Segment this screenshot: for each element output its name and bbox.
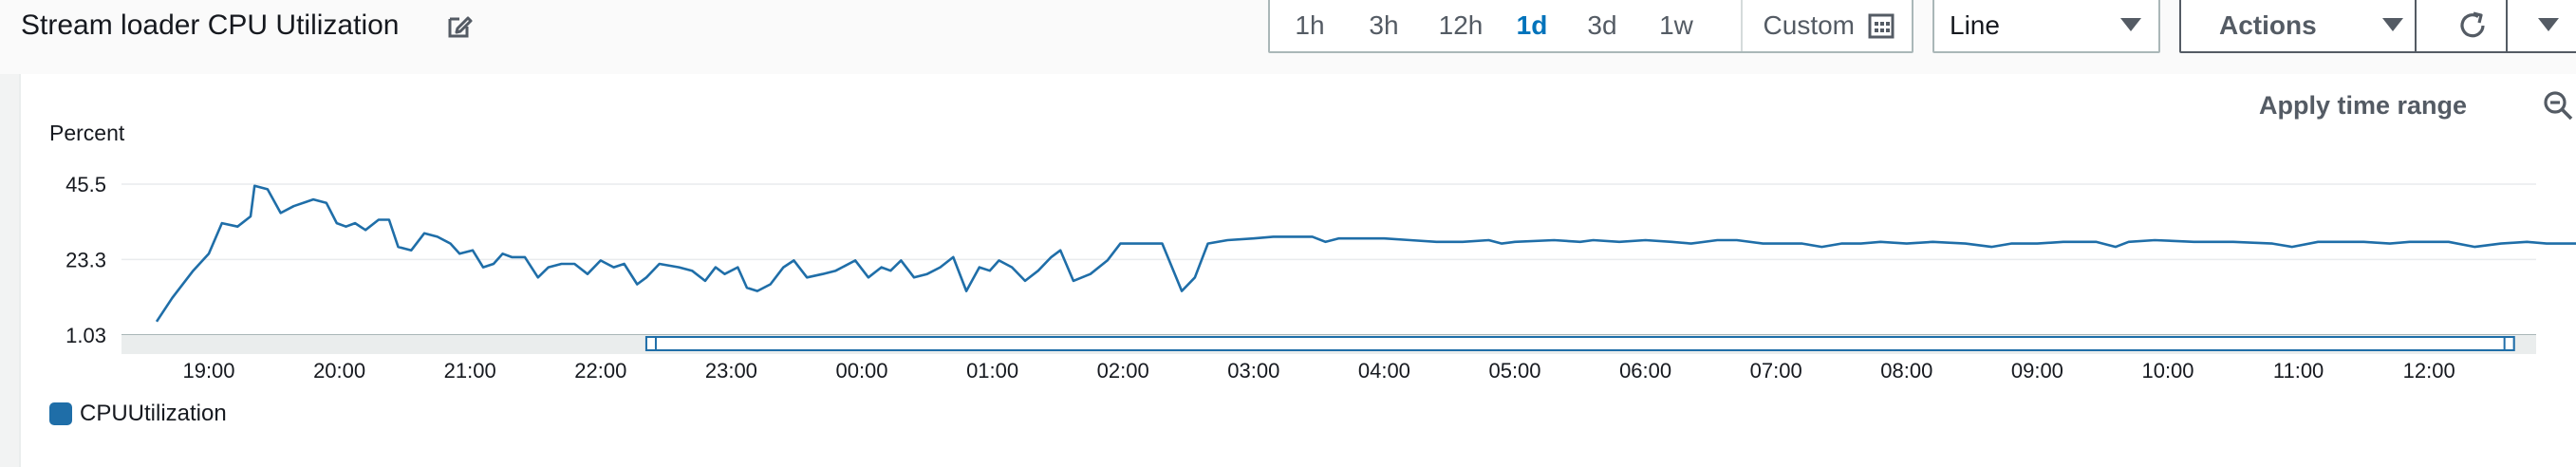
range-1w[interactable]: 1w [1659,10,1693,40]
edit-icon[interactable] [444,11,475,42]
x-tick-label: 02:00 [1097,359,1149,383]
chart-type-select[interactable]: Line [1932,0,2160,53]
brush-handle-left[interactable] [644,336,657,351]
y-tick-label: 23.3 [65,248,106,271]
refresh-icon[interactable] [2456,9,2489,42]
x-tick-label: 07:00 [1750,359,1802,383]
x-tick-label: 20:00 [313,359,365,383]
x-tick-label: 23:00 [705,359,757,383]
actions-button[interactable]: Actions [2179,0,2439,53]
x-tick-label: 19:00 [182,359,234,383]
range-1d[interactable]: 1d [1516,10,1548,40]
refresh-divider [2506,0,2508,51]
x-tick-label: 03:00 [1227,359,1279,383]
apply-time-range-button[interactable]: Apply time range [2259,91,2468,120]
y-tick-label: 45.5 [65,173,106,196]
widget-title: Stream loader CPU Utilization [21,9,400,41]
legend-swatch [49,402,72,425]
range-custom-label: Custom [1763,10,1855,40]
x-tick-label: 12:00 [2403,359,2455,383]
refresh-options-caret-icon[interactable] [2538,18,2559,31]
x-tick-label: 06:00 [1619,359,1671,383]
caret-down-icon [2120,18,2141,31]
widget-header: Stream loader CPU Utilization 1h 3h 12h … [0,0,2576,74]
series-line-cpuutilization[interactable] [155,184,2576,333]
caret-down-icon [2382,18,2403,31]
range-1h[interactable]: 1h [1295,10,1325,40]
range-3d[interactable]: 3d [1587,10,1617,40]
x-tick-label: 00:00 [835,359,887,383]
range-12h[interactable]: 12h [1438,10,1484,40]
range-3h[interactable]: 3h [1369,10,1399,40]
calendar-icon [1868,13,1895,39]
brush-handle-right[interactable] [2503,336,2515,351]
chart-type-value: Line [1950,10,2000,40]
y-tick-label: 1.03 [65,324,106,347]
refresh-button-group [2415,0,2576,53]
x-tick-label: 10:00 [2141,359,2193,383]
x-tick-label: 22:00 [574,359,626,383]
x-tick-label: 21:00 [444,359,496,383]
range-custom-button[interactable]: Custom [1740,0,1912,51]
x-tick-label: 01:00 [966,359,1018,383]
time-range-brush[interactable] [644,336,2515,351]
actions-label: Actions [2219,10,2317,40]
x-tick-label: 08:00 [1880,359,1932,383]
time-range-selector: 1h 3h 12h 1d 3d 1w Custom [1268,0,1913,53]
chart-panel [19,74,2576,467]
x-tick-label: 04:00 [1358,359,1410,383]
x-tick-label: 09:00 [2011,359,2063,383]
legend-label-cpuutilization[interactable]: CPUUtilization [80,401,227,426]
zoom-out-icon[interactable] [2542,89,2574,121]
y-axis-label: Percent [49,121,125,145]
x-tick-label: 05:00 [1488,359,1540,383]
x-tick-label: 11:00 [2273,359,2324,383]
